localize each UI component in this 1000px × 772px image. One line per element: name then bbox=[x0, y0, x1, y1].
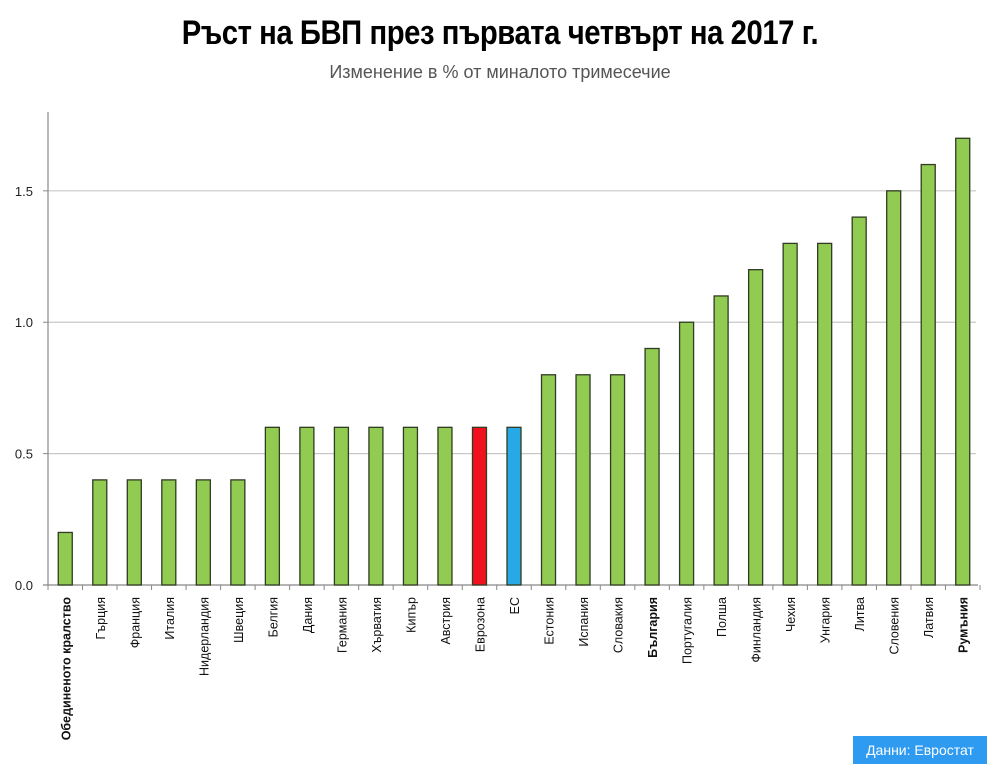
x-tick-label: Германия bbox=[335, 597, 349, 653]
bar bbox=[126, 479, 142, 586]
x-tick-label: Дания bbox=[301, 597, 315, 633]
bar bbox=[575, 374, 591, 586]
x-tick-label: Белгия bbox=[266, 597, 280, 637]
bar bbox=[851, 216, 867, 586]
x-tick-label: България bbox=[646, 597, 660, 658]
bar bbox=[920, 163, 936, 586]
y-tick-label: 1.5 bbox=[15, 184, 33, 199]
y-tick-label: 0.5 bbox=[15, 447, 33, 462]
x-tick-label: Полша bbox=[715, 597, 729, 637]
x-tick-label: Словакия bbox=[612, 597, 626, 653]
bar bbox=[437, 426, 453, 586]
bar bbox=[299, 426, 315, 586]
bar bbox=[644, 347, 660, 586]
x-tick-label: Еврозона bbox=[473, 597, 487, 652]
x-tick-labels: Обединеното кралство Гърция Франция Италия Н… bbox=[59, 597, 970, 741]
chart-subtitle: Изменение в % от миналото тримесечие bbox=[329, 62, 671, 82]
x-tick-label: Естония bbox=[543, 597, 557, 645]
bar bbox=[540, 374, 557, 586]
bars bbox=[57, 137, 971, 586]
x-tick-label: Обединеното кралство bbox=[59, 597, 73, 741]
x-tick-label: Португалия bbox=[681, 597, 695, 664]
x-axis bbox=[43, 584, 981, 590]
x-tick-label: Франция bbox=[128, 597, 142, 648]
x-tick-label: Кипър bbox=[404, 597, 418, 633]
bar bbox=[678, 321, 695, 586]
x-tick-label: Финландия bbox=[750, 597, 764, 663]
x-tick-label: Румъния bbox=[957, 597, 971, 653]
bar bbox=[402, 426, 419, 586]
y-tick-label: 0.0 bbox=[15, 578, 33, 593]
chart-title: Ръст на БВП през първата четвърт на 2017… bbox=[181, 14, 819, 52]
x-tick-label: Словения bbox=[888, 597, 902, 655]
gridlines bbox=[48, 190, 976, 455]
y-tick-label: 1.0 bbox=[15, 315, 33, 330]
x-tick-label: Унгария bbox=[819, 597, 833, 643]
bar bbox=[817, 242, 833, 586]
x-tick-label: Литва bbox=[853, 597, 867, 631]
bar bbox=[333, 426, 350, 586]
x-tick-label: Испания bbox=[577, 597, 591, 647]
x-tick-label: Италия bbox=[163, 597, 177, 640]
x-tick-label: Австрия bbox=[439, 597, 453, 645]
bar bbox=[161, 479, 177, 586]
bar bbox=[264, 426, 281, 586]
bar bbox=[57, 531, 73, 586]
bar bbox=[195, 479, 211, 586]
source-badge: Данни: Евростат bbox=[853, 736, 987, 764]
bar bbox=[506, 426, 522, 586]
bar bbox=[471, 426, 488, 586]
x-tick-label: Хърватия bbox=[370, 597, 384, 653]
bar bbox=[886, 190, 902, 586]
x-tick-label: Нидерландия bbox=[197, 597, 211, 676]
x-tick-label: Латвия bbox=[922, 597, 936, 638]
bar bbox=[955, 137, 971, 586]
y-axis: 0.0 0.5 1.0 1.5 bbox=[15, 112, 49, 593]
x-tick-label: Гърция bbox=[94, 597, 108, 639]
bar bbox=[92, 479, 108, 586]
bar bbox=[230, 479, 246, 586]
x-tick-label: Чехия bbox=[784, 597, 798, 632]
x-tick-label: Швеция bbox=[232, 597, 246, 643]
bar bbox=[713, 295, 729, 586]
x-tick-label: ЕС bbox=[508, 597, 522, 614]
bar bbox=[782, 242, 798, 586]
bar bbox=[609, 374, 626, 586]
bar bbox=[368, 426, 384, 586]
bar bbox=[747, 269, 764, 586]
